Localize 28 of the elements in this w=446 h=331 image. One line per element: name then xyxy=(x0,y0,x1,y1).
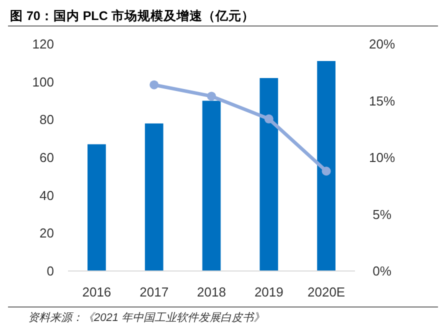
y2-tick-label: 0% xyxy=(372,264,392,279)
x-tick-label: 2016 xyxy=(82,284,112,300)
chart-title: 图 70：国内 PLC 市场规模及增速（亿元） xyxy=(10,8,254,23)
y-tick-label: 100 xyxy=(32,74,54,90)
y2-tick-label: 15% xyxy=(368,93,396,108)
y2-tick-label: 20% xyxy=(368,36,396,52)
point xyxy=(322,166,331,176)
bar xyxy=(317,61,336,271)
x-tick-label: 2017 xyxy=(140,284,169,300)
y2-tick-label: 10% xyxy=(368,150,396,166)
point xyxy=(207,92,216,101)
text: 资料来源：《2021 年中国工业软件发展白皮书》 xyxy=(28,311,265,324)
y-tick-label: 60 xyxy=(40,150,54,166)
y-tick-label: 0 xyxy=(46,264,54,279)
bar xyxy=(260,78,278,271)
point xyxy=(264,114,274,124)
point xyxy=(150,80,159,90)
bar xyxy=(144,123,164,271)
y-tick-label: 120 xyxy=(32,36,54,52)
y-tick-label: 20 xyxy=(40,226,54,241)
y-tick-label: 40 xyxy=(40,188,54,203)
bar xyxy=(88,144,106,271)
x-tick-label: 2019 xyxy=(254,284,284,300)
x-tick-label: 2020E xyxy=(308,284,346,300)
x-tick-label: 2018 xyxy=(197,284,226,300)
y-tick-label: 80 xyxy=(40,112,54,128)
y2-tick-label: 5% xyxy=(372,206,392,222)
bar xyxy=(202,100,221,271)
